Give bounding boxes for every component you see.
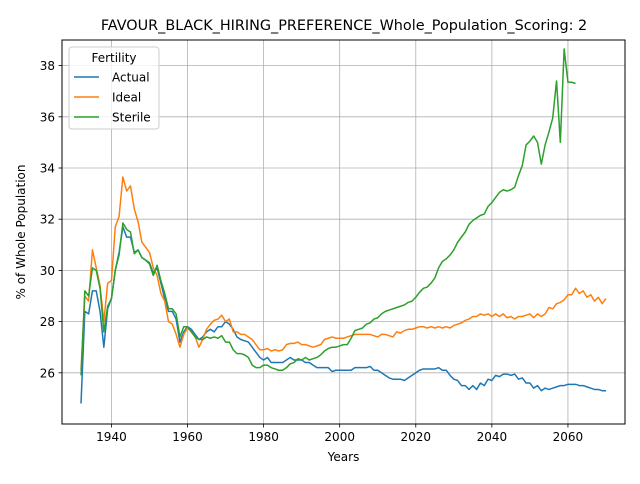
legend-label-actual: Actual bbox=[112, 71, 150, 85]
x-axis-label: Years bbox=[327, 450, 360, 464]
x-tick-label: 2020 bbox=[401, 430, 432, 444]
x-tick-label: 2060 bbox=[553, 430, 584, 444]
x-tick-label: 1980 bbox=[248, 430, 279, 444]
legend-label-sterile: Sterile bbox=[112, 111, 151, 125]
legend-label-ideal: Ideal bbox=[112, 91, 141, 105]
x-tick-label: 2000 bbox=[324, 430, 355, 444]
y-axis: 26 28 30 32 34 36 38 bbox=[40, 59, 62, 380]
y-tick-label: 32 bbox=[40, 213, 55, 227]
series-lines bbox=[81, 49, 606, 404]
x-axis: 1940 1960 1980 2000 2020 2040 2060 bbox=[96, 424, 583, 444]
chart-title: FAVOUR_BLACK_HIRING_PREFERENCE_Whole_Pop… bbox=[101, 18, 587, 34]
y-tick-label: 26 bbox=[40, 366, 55, 380]
x-tick-label: 2040 bbox=[477, 430, 508, 444]
x-tick-label: 1960 bbox=[172, 430, 203, 444]
y-axis-label: % of Whole Population bbox=[14, 165, 28, 300]
y-tick-label: 38 bbox=[40, 59, 55, 73]
y-tick-label: 28 bbox=[40, 315, 55, 329]
legend-title: Fertility bbox=[91, 51, 136, 65]
y-tick-label: 30 bbox=[40, 264, 55, 278]
legend: Fertility Actual Ideal Sterile bbox=[69, 47, 159, 129]
y-tick-label: 34 bbox=[40, 162, 55, 176]
x-tick-label: 1940 bbox=[96, 430, 127, 444]
y-tick-label: 36 bbox=[40, 110, 55, 124]
